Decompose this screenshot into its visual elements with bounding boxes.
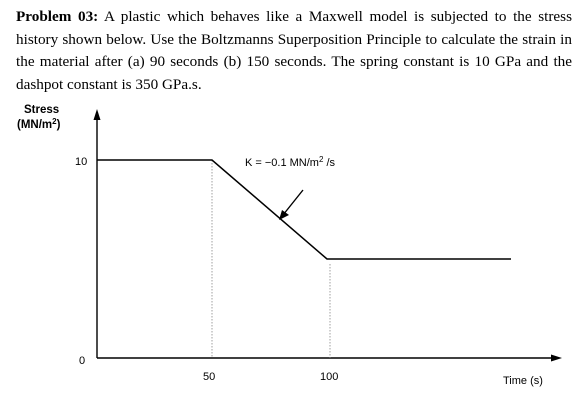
y-tick-10: 10 [75, 156, 87, 168]
slope-annotation: K = −0.1 MN/m2 /s [245, 155, 336, 169]
x-tick-100: 100 [320, 371, 338, 383]
y-axis-arrowhead [93, 109, 101, 120]
annotation-arrow-shaft [282, 189, 304, 216]
x-tick-50: 50 [203, 371, 215, 383]
problem-number: Problem 03: [16, 8, 99, 25]
annotation-arrowhead [279, 210, 289, 220]
y-axis-label-line2: (MN/m2) [17, 117, 61, 131]
y-tick-0: 0 [79, 355, 85, 367]
problem-text: A plastic which behaves like a Maxwell m… [16, 8, 572, 93]
x-axis-arrowhead [551, 354, 562, 362]
y-axis-label-line1: Stress [24, 104, 59, 116]
x-axis-label: Time (s) [503, 375, 543, 387]
stress-series-line [97, 159, 511, 260]
problem-statement: Problem 03: A plastic which behaves like… [16, 6, 572, 96]
